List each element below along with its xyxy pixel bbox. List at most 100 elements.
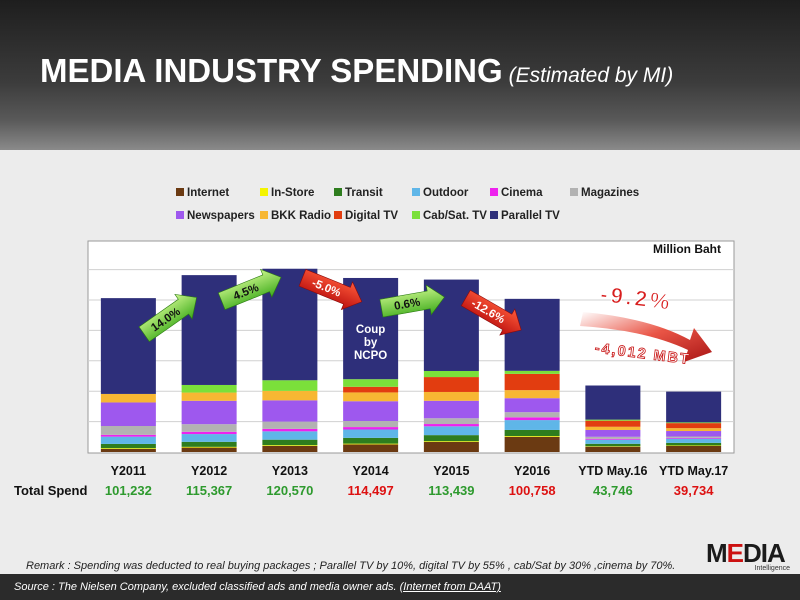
bar-segment [423, 441, 479, 442]
legend-item: Digital TV [334, 210, 398, 222]
bar-segment [666, 428, 722, 432]
bar-segment [585, 419, 641, 421]
bar-segment [423, 424, 479, 427]
bar-segment [262, 431, 318, 440]
category-labels: Y2011 Y2012 Y2013 Y2014 Y2015 Y2016 YTD May.16… [111, 464, 729, 478]
bar-segment [181, 400, 237, 425]
bar-segment [666, 391, 722, 423]
category-label: Y2013 [272, 464, 308, 478]
total-value: 43,746 [592, 483, 633, 498]
bar-segment [504, 412, 560, 418]
logo-tagline: Intelligence [754, 565, 790, 572]
bar-segment [504, 373, 560, 391]
bar-segment [262, 439, 318, 446]
legend-label: Cab/Sat. TV [423, 210, 487, 222]
bar-segment [504, 436, 560, 452]
growth-label: 0.6% [393, 296, 421, 312]
bar-segment [585, 439, 641, 444]
bar-segment [100, 443, 156, 449]
bar-segment [666, 437, 722, 439]
bar-segment [181, 384, 237, 393]
bar-segment [423, 441, 479, 452]
arrow-up-icon [217, 268, 282, 310]
total-value: 114,497 [347, 483, 394, 498]
growth-arrow-down: -5.0% [298, 269, 363, 311]
bar-segment [423, 426, 479, 436]
bar-segment [423, 418, 479, 425]
legend-swatch [176, 188, 184, 196]
remark-note: Remark : Spending was deducted to real b… [26, 560, 676, 572]
bar-segment [343, 427, 399, 430]
legend-item: Parallel TV [490, 210, 560, 222]
title-main: MEDIA INDUSTRY SPENDING [40, 52, 503, 89]
source-link[interactable]: (Internet from DAAT) [399, 581, 501, 593]
legend-item: Outdoor [412, 187, 468, 199]
bar-segment [100, 393, 156, 403]
bar-segment [343, 429, 399, 438]
arrow-down-icon [460, 289, 522, 336]
totals-label: Total Spend [14, 483, 88, 498]
legend-label: BKK Radio [271, 210, 332, 222]
legend-label: Magazines [581, 187, 640, 199]
bar-segment [100, 298, 156, 394]
legend-swatch [334, 211, 342, 219]
bar-segment [666, 438, 722, 443]
bar-segment [343, 437, 399, 444]
bar-segment [585, 436, 641, 439]
bar-segment [181, 434, 237, 442]
source-bar: Source : The Nielsen Company, excluded c… [0, 574, 800, 600]
bar-segment [100, 448, 156, 449]
total-value: 101,232 [104, 483, 152, 498]
category-label: Y2011 [111, 464, 147, 478]
legend-swatch [260, 188, 268, 196]
bar-segment [585, 443, 641, 447]
bar-segment [262, 380, 318, 391]
arrow-up-icon [138, 293, 197, 342]
bar-segment [181, 447, 237, 452]
bar-segment [504, 417, 560, 421]
bar-segment [262, 428, 318, 432]
bar-segment [343, 392, 399, 402]
category-label: Y2016 [514, 464, 550, 478]
bar-segment [585, 429, 641, 437]
legend-item: Cab/Sat. TV [412, 210, 487, 222]
arrow-up-icon [379, 284, 445, 318]
total-value: 115,367 [185, 483, 233, 498]
media-intelligence-logo: MEDIA Intelligence [706, 538, 796, 574]
total-value: 39,734 [673, 483, 714, 498]
bar-segment [504, 429, 560, 437]
bar-segment [262, 445, 318, 446]
bar-segment [262, 421, 318, 429]
bar-segment [181, 441, 237, 447]
bar-segment [423, 435, 479, 442]
bar-segment [504, 436, 560, 437]
bar-segment [100, 426, 156, 435]
bar-segment [181, 392, 237, 401]
bar-segment [181, 446, 237, 448]
bar-segment [585, 420, 641, 427]
bar-segment [666, 436, 722, 438]
bar-segment [666, 423, 722, 429]
bar-segment [423, 370, 479, 378]
category-label: Y2012 [191, 464, 227, 478]
bar-segment [343, 444, 399, 452]
category-label: Y2015 [433, 464, 469, 478]
legend-item: In-Store [260, 187, 314, 199]
legend-label: In-Store [271, 187, 315, 199]
bar-segment [262, 390, 318, 401]
growth-arrow-up: 0.6% [379, 284, 445, 318]
bar-segment [504, 370, 560, 374]
legend-label: Cinema [501, 187, 543, 199]
coup-annotation: Coup by NCPO [354, 324, 387, 362]
bar-segment [666, 442, 722, 446]
bar-segment [585, 446, 641, 452]
legend-label: Parallel TV [501, 210, 560, 222]
total-value: 100,758 [508, 483, 556, 498]
bar-segment [504, 298, 560, 371]
annotation-line: NCPO [354, 350, 387, 362]
bar-segment [504, 398, 560, 413]
legend-swatch [260, 211, 268, 219]
bar-segment [504, 390, 560, 399]
bar-segment [343, 401, 399, 421]
legend-swatch [412, 188, 420, 196]
